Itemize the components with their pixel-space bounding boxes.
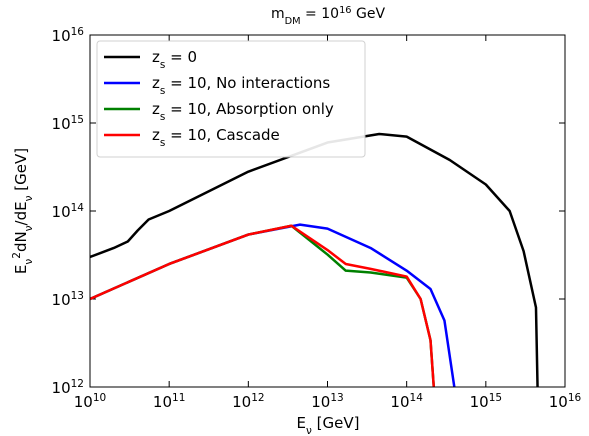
- y-tick-label: 1015: [52, 114, 84, 133]
- legend-box: [96, 40, 366, 158]
- x-tick-label: 1016: [549, 392, 582, 411]
- x-tick-label: 1013: [311, 392, 343, 411]
- x-tick-label: 1010: [74, 392, 106, 411]
- x-tick-label: 1015: [470, 392, 502, 411]
- y-tick-label: 1016: [52, 26, 85, 45]
- plot-frame: [89, 34, 566, 388]
- series-line: [90, 224, 436, 387]
- legend-label: zs = 0: [152, 48, 197, 71]
- chart-title: mDM = 1016 GeV: [271, 5, 385, 27]
- y-axis-label: Eν2dNν/dEν [GeV]: [11, 148, 35, 274]
- legend-label: zs = 10, No interactions: [152, 74, 330, 97]
- x-axis-label: Eν [GeV]: [297, 414, 360, 436]
- series-line: [90, 132, 539, 387]
- series-line: [90, 223, 456, 387]
- y-tick-label: 1014: [52, 202, 85, 221]
- legend-label: zs = 10, Absorption only: [152, 100, 334, 123]
- x-tick-label: 1014: [390, 392, 423, 411]
- series-line: [90, 224, 436, 387]
- legend-label: zs = 10, Cascade: [152, 126, 280, 149]
- y-tick-label: 1012: [52, 378, 84, 397]
- x-tick-label: 1011: [153, 392, 185, 411]
- x-tick-label: 1012: [232, 392, 264, 411]
- y-tick-label: 1013: [52, 290, 84, 309]
